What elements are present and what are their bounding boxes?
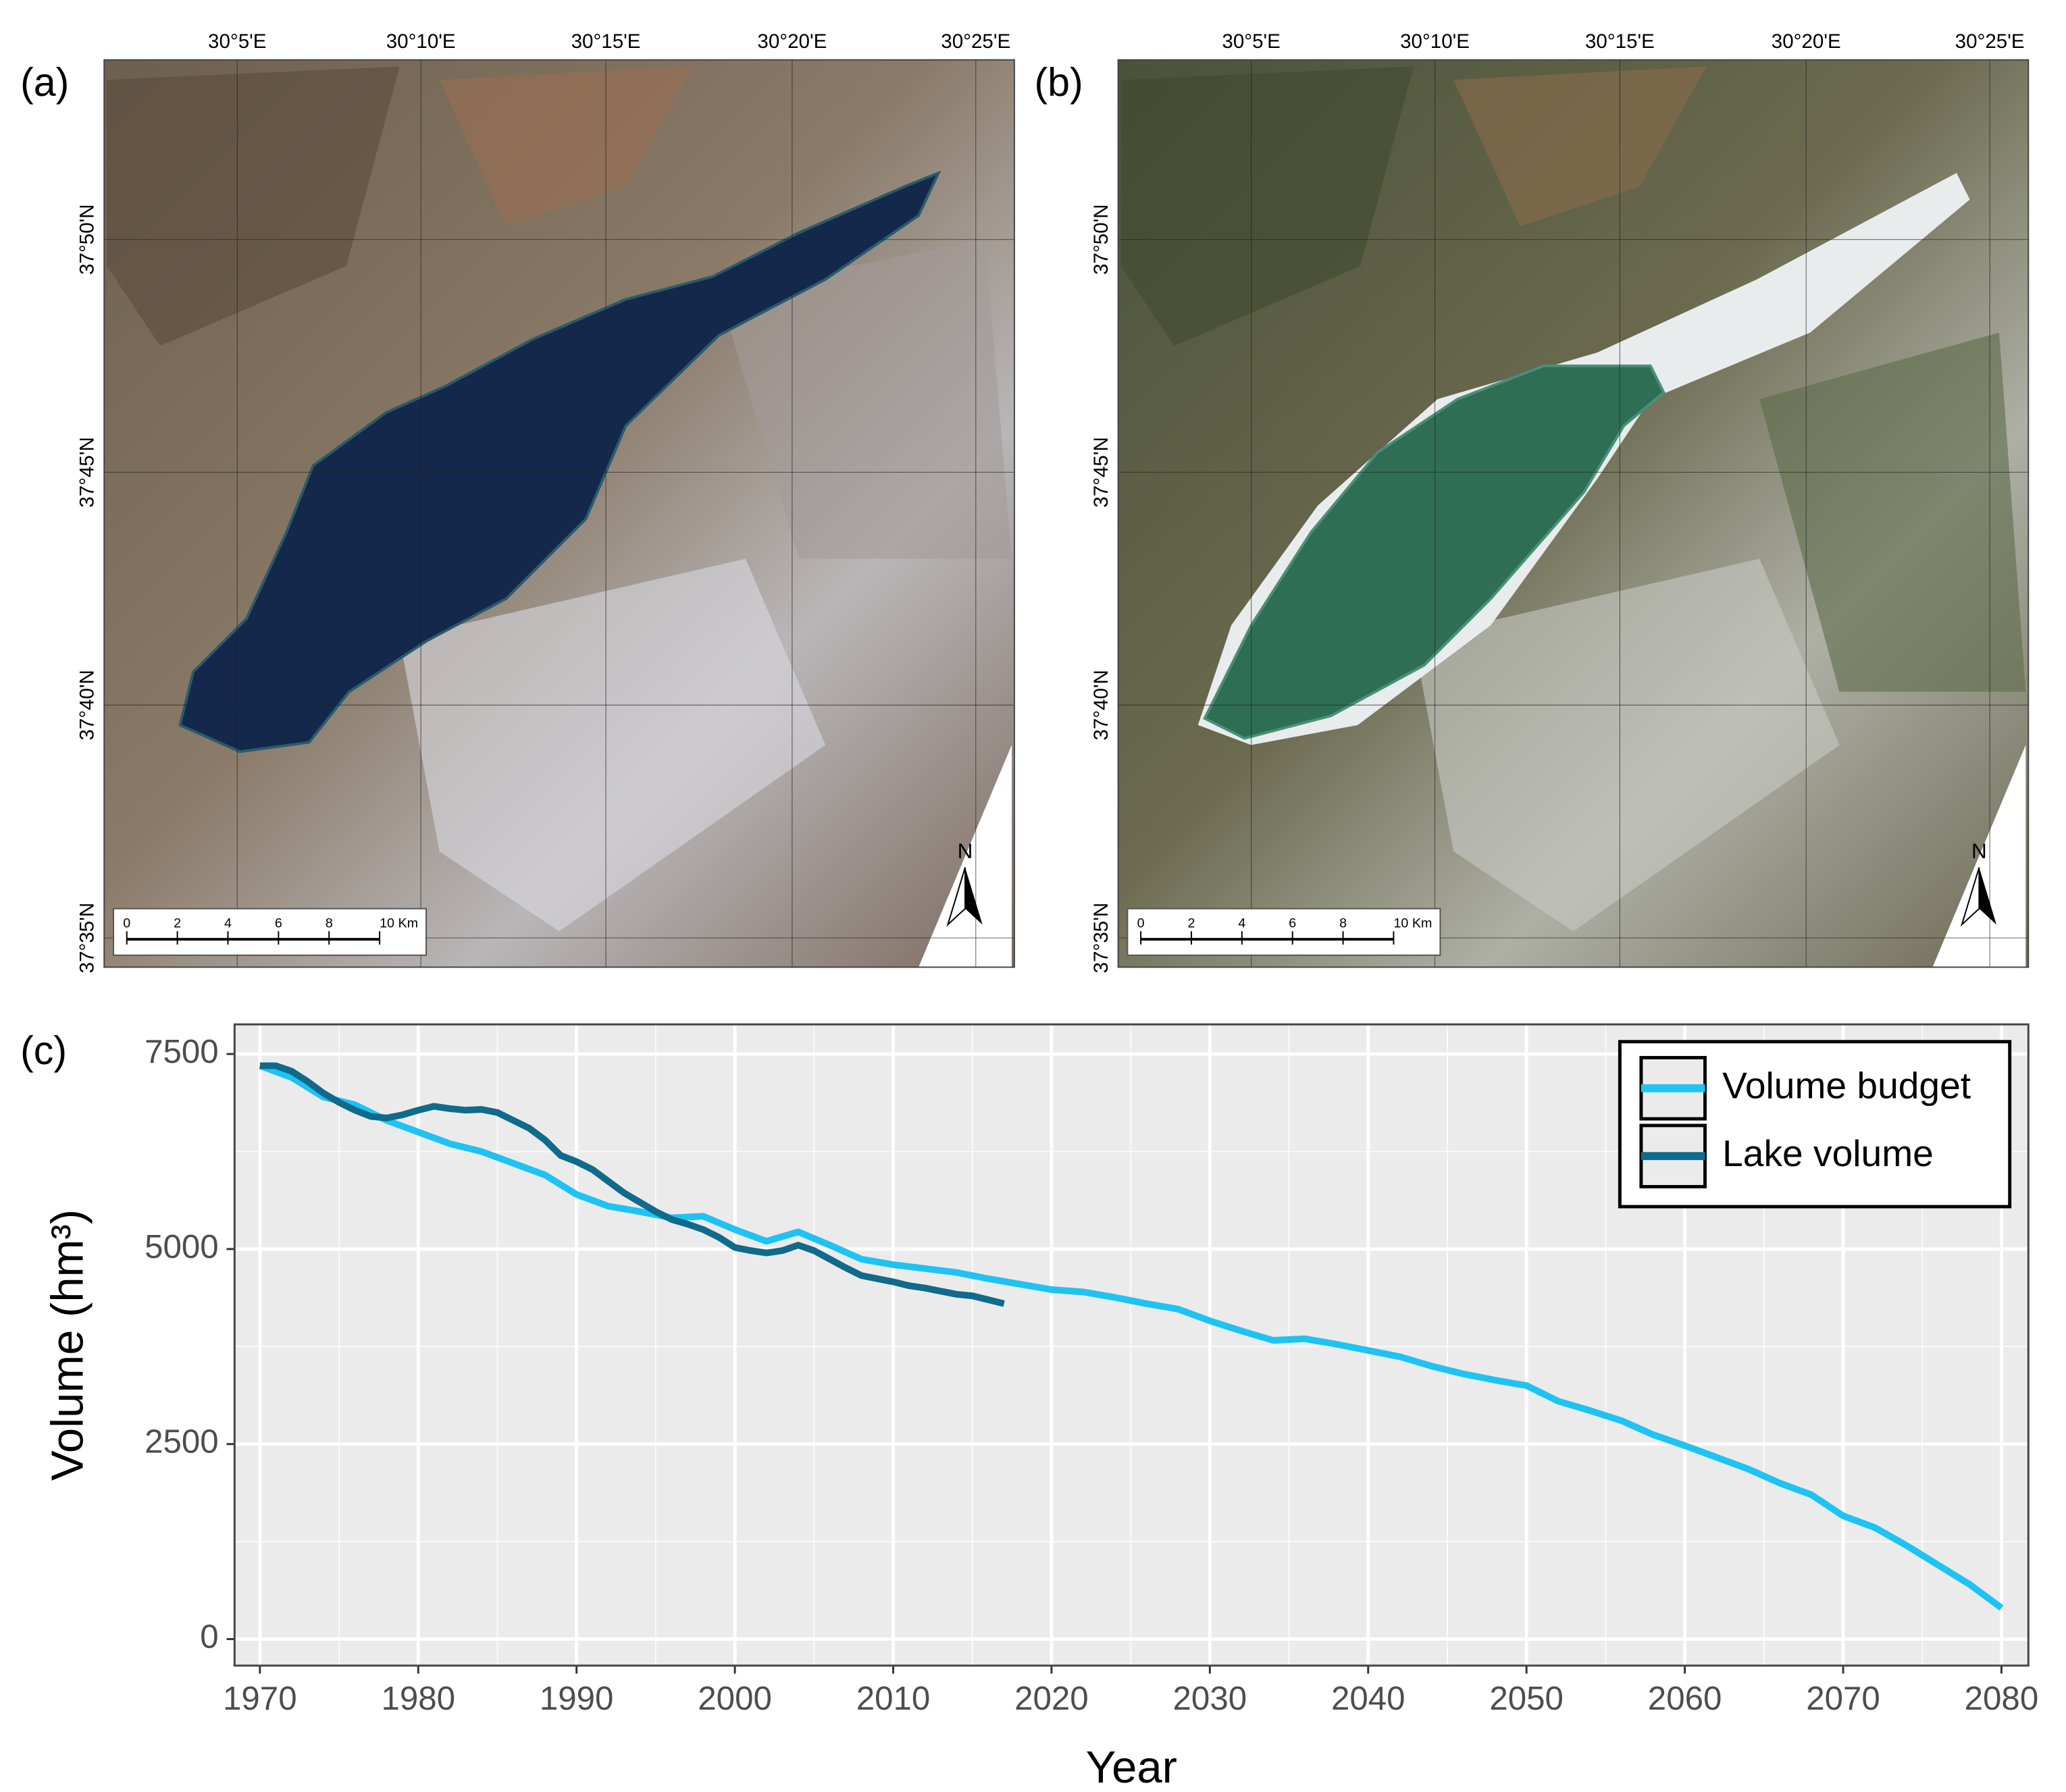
scale-label: 2 bbox=[1187, 916, 1195, 930]
lat-label: 37°50'N bbox=[1090, 204, 1112, 275]
terrain bbox=[1453, 66, 1707, 226]
y-axis-title: Volume (hm³) bbox=[43, 1209, 93, 1481]
lon-label: 30°10'E bbox=[1400, 30, 1470, 53]
lon-label: 30°15'E bbox=[1585, 30, 1655, 53]
plot-border bbox=[233, 1023, 2030, 1667]
y-tick-label: 5000 bbox=[145, 1228, 219, 1265]
scale-label: 10 Km bbox=[380, 916, 418, 930]
lat-label: 37°45'N bbox=[76, 437, 98, 508]
lon-label: 30°5'E bbox=[208, 30, 266, 53]
panel-label: (b) bbox=[1034, 59, 1083, 105]
terrain bbox=[1759, 332, 2026, 692]
legend-label: Volume budget bbox=[1722, 1064, 1971, 1106]
x-tick-label: 2040 bbox=[1331, 1680, 1405, 1717]
scale-label: 2 bbox=[174, 916, 181, 930]
lat-label: 37°40'N bbox=[1090, 670, 1112, 741]
lon-label: 30°5'E bbox=[1222, 30, 1280, 53]
lake bbox=[178, 170, 941, 754]
x-tick-label: 2070 bbox=[1806, 1680, 1880, 1717]
map-panel: (a) 30°5'E 30°10'E 30°15'E 30°20'E 30°25'E 37°… bbox=[20, 30, 1015, 974]
x-tick-label: 2020 bbox=[1014, 1680, 1089, 1717]
terrain bbox=[107, 66, 400, 346]
panel-label: (c) bbox=[20, 1028, 67, 1073]
x-tick-label: 2010 bbox=[856, 1680, 931, 1717]
lake bbox=[1203, 364, 1665, 740]
lat-label: 37°40'N bbox=[76, 670, 98, 741]
lon-label: 30°10'E bbox=[386, 30, 456, 53]
x-tick-label: 1980 bbox=[381, 1680, 455, 1717]
panel-label: (a) bbox=[20, 59, 69, 105]
x-axis-title: Year bbox=[1086, 1742, 1177, 1792]
lon-label: 30°20'E bbox=[1772, 30, 1841, 53]
scale-label: 8 bbox=[1339, 916, 1347, 930]
lat-label: 37°45'N bbox=[1090, 437, 1112, 508]
terrain bbox=[439, 66, 693, 226]
x-tick-label: 1990 bbox=[540, 1680, 614, 1717]
x-tick-label: 2030 bbox=[1173, 1680, 1247, 1717]
scale-box bbox=[1127, 907, 1441, 956]
scale-label: 6 bbox=[275, 916, 282, 930]
y-tick-label: 0 bbox=[200, 1618, 218, 1656]
lat-label: 37°35'N bbox=[76, 903, 98, 974]
x-tick-label: 2050 bbox=[1489, 1680, 1564, 1717]
terrain bbox=[1414, 558, 1840, 932]
map-frame bbox=[103, 59, 1015, 968]
scale-label: 10 Km bbox=[1393, 916, 1432, 930]
y-tick-label: 2500 bbox=[145, 1423, 219, 1460]
north-label: N bbox=[958, 839, 973, 863]
y-tick-label: 7500 bbox=[145, 1033, 219, 1070]
scale-label: 0 bbox=[123, 916, 130, 930]
lat-label: 37°35'N bbox=[1090, 903, 1112, 974]
scale-label: 4 bbox=[1238, 916, 1245, 930]
x-tick-label: 2060 bbox=[1648, 1680, 1722, 1717]
scale-label: 6 bbox=[1289, 916, 1296, 930]
map-frame bbox=[1117, 59, 2030, 968]
lat-label: 37°50'N bbox=[76, 204, 98, 275]
no-data bbox=[1932, 745, 2026, 968]
scale-box bbox=[113, 907, 428, 956]
terrain bbox=[1120, 66, 1414, 346]
series-line bbox=[259, 1062, 2004, 1611]
x-tick-label: 2080 bbox=[1965, 1680, 2039, 1717]
scale-label: 0 bbox=[1137, 916, 1145, 930]
x-tick-label: 2000 bbox=[698, 1680, 772, 1717]
legend-label: Lake volume bbox=[1722, 1132, 1934, 1174]
scale-label: 4 bbox=[224, 916, 232, 930]
scale-label: 8 bbox=[326, 916, 333, 930]
terrain bbox=[399, 558, 826, 932]
lon-label: 30°25'E bbox=[1955, 30, 2025, 53]
x-tick-label: 1970 bbox=[223, 1680, 297, 1717]
map-panel: (b) 30°5'E 30°10'E 30°15'E 30°20'E 30°25'E 37°… bbox=[1034, 30, 2030, 974]
series-line bbox=[259, 1062, 1005, 1307]
lon-label: 30°20'E bbox=[757, 30, 827, 53]
lon-label: 30°15'E bbox=[571, 30, 641, 53]
north-label: N bbox=[1971, 839, 1987, 863]
lon-label: 30°25'E bbox=[941, 30, 1010, 53]
